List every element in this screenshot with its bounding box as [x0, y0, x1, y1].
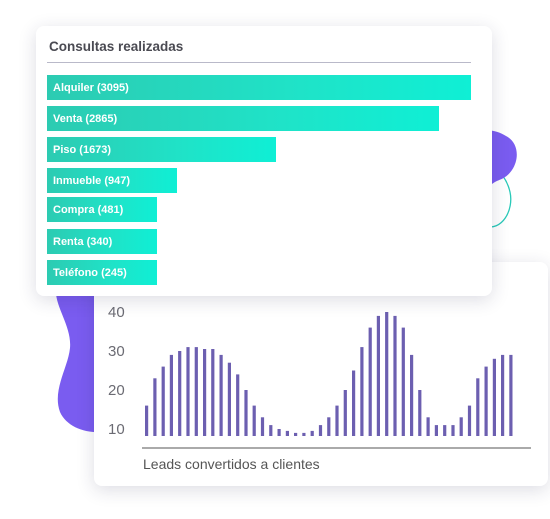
leads-bar: [227, 362, 231, 436]
leads-bar: [501, 354, 505, 436]
leads-bar: [145, 405, 149, 436]
leads-bar: [492, 358, 496, 436]
leads-bar: [484, 366, 488, 436]
leads-caption: Leads convertidos a clientes: [143, 456, 320, 472]
consulta-bar: Teléfono (245): [47, 260, 157, 285]
leads-bars: [145, 312, 513, 436]
consulta-bar: Compra (481): [47, 197, 157, 222]
leads-bar: [352, 370, 356, 436]
leads-bar: [310, 430, 314, 436]
leads-bar: [376, 315, 380, 436]
leads-bar: [327, 417, 331, 436]
leads-bar: [385, 312, 389, 436]
leads-bar: [318, 425, 323, 436]
consulta-bar: Renta (340): [47, 229, 157, 254]
consulta-bar: Piso (1673): [47, 137, 276, 162]
leads-bar: [343, 390, 347, 436]
leads-bar: [393, 315, 397, 436]
consulta-bar-label: Venta (2865): [53, 112, 118, 125]
y-tick-label: 30: [108, 343, 125, 360]
consulta-bar: Venta (2865): [47, 106, 439, 131]
leads-bar: [294, 432, 298, 436]
consulta-bar-label: Inmueble (947): [53, 174, 131, 187]
consulta-bar: Inmueble (947): [47, 168, 177, 193]
y-tick-label: 10: [108, 421, 125, 438]
leads-bar: [153, 378, 157, 436]
leads-bar: [252, 405, 256, 436]
consulta-bar-label: Teléfono (245): [53, 266, 127, 279]
leads-bar: [360, 347, 364, 436]
consulta-bar-label: Renta (340): [53, 235, 113, 248]
y-axis: 10 20 30 40: [108, 304, 125, 438]
leads-bar: [434, 425, 438, 436]
leads-bar-chart: 10 20 30 40: [108, 304, 531, 449]
leads-bar: [451, 425, 455, 436]
consulta-bar-label: Alquiler (3095): [53, 81, 129, 94]
leads-bar: [178, 351, 182, 436]
leads-bar: [476, 378, 480, 436]
consulta-bar: Alquiler (3095): [47, 75, 471, 100]
leads-bar: [509, 354, 513, 436]
leads-bar: [260, 417, 265, 436]
leads-chart-card: 10 20 30 40 Leads convertidos a clientes: [94, 262, 548, 486]
consultas-title: Consultas realizadas: [49, 39, 184, 54]
leads-bar: [459, 417, 463, 436]
leads-bar: [426, 417, 430, 436]
leads-bar: [467, 405, 472, 436]
title-divider: [47, 62, 471, 63]
leads-bar: [211, 349, 215, 436]
leads-bar: [186, 347, 190, 436]
leads-bar: [194, 347, 198, 436]
leads-bar: [219, 354, 223, 436]
leads-bar: [236, 374, 240, 436]
leads-bar: [277, 429, 281, 436]
leads-bar: [401, 327, 405, 436]
leads-bar: [368, 327, 372, 436]
leads-bar: [410, 354, 414, 436]
leads-bar: [443, 425, 447, 436]
y-tick-label: 20: [108, 382, 125, 399]
leads-bar: [285, 430, 289, 436]
leads-bar: [169, 354, 173, 436]
leads-bar: [269, 425, 273, 436]
leads-bar: [418, 390, 422, 436]
leads-bar: [203, 349, 207, 436]
consulta-bar-label: Piso (1673): [53, 143, 112, 156]
consulta-bar-label: Compra (481): [53, 203, 124, 216]
leads-bar: [161, 366, 165, 436]
y-tick-label: 40: [108, 304, 125, 321]
leads-bar: [302, 432, 306, 436]
leads-bar: [335, 405, 339, 436]
consultas-card: Consultas realizadas Alquiler (3095) Vent…: [36, 26, 492, 296]
leads-bar: [244, 390, 248, 436]
